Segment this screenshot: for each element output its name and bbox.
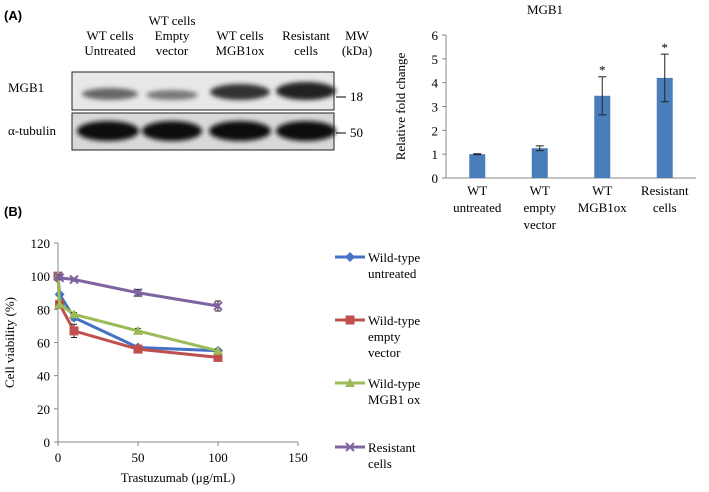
lane-label: Resistant cells	[282, 28, 330, 58]
x-tick-label: WT MGB1ox	[578, 183, 628, 215]
y-axis-label: Relative fold change	[393, 52, 408, 160]
annotation: *	[599, 63, 606, 78]
bar	[469, 154, 486, 178]
marker	[213, 301, 223, 311]
legend-label: Wild-type MGB1 ox	[368, 376, 421, 407]
y-tick-label: 0	[44, 435, 51, 450]
marker	[69, 326, 79, 336]
marker	[213, 345, 223, 355]
y-tick-label: 60	[37, 336, 50, 351]
x-tick-label: 0	[55, 450, 62, 465]
x-axis-label: Trastuzumab (μg/mL)	[121, 470, 235, 485]
bar	[656, 77, 673, 178]
x-tick-label: WT untreated	[453, 183, 502, 215]
blot-bands	[77, 82, 336, 141]
legend-label: Resistant cells	[368, 440, 416, 471]
marker	[54, 273, 65, 283]
legend-marker	[345, 252, 355, 262]
marker	[133, 288, 143, 298]
legend-marker	[345, 378, 355, 387]
y-tick-label: 4	[432, 76, 439, 91]
x-tick-label: 50	[132, 450, 145, 465]
marker	[133, 344, 143, 354]
marker	[69, 309, 79, 319]
legend-label: Wild-type empty vector	[368, 313, 420, 360]
y-tick-label: 3	[432, 100, 439, 115]
legend-marker	[345, 315, 355, 325]
series-line	[56, 276, 219, 353]
x-tick-label: Resistant cells	[641, 183, 689, 215]
marker	[69, 274, 79, 285]
annotation: *	[662, 40, 669, 55]
y-tick-label: 5	[432, 52, 439, 67]
x-tick-label: 100	[208, 450, 228, 465]
bar	[531, 148, 548, 178]
y-tick-label: 6	[432, 28, 439, 43]
y-tick-label: 80	[37, 302, 50, 317]
y-tick-label: 120	[31, 236, 51, 251]
x-tick-label: 150	[288, 450, 308, 465]
error-bar	[473, 153, 482, 156]
lane-label: WT cells MGB1ox	[215, 28, 265, 58]
mw-label: 18	[350, 89, 363, 104]
x-tick-label: WT empty vector	[524, 183, 557, 232]
marker	[213, 352, 223, 362]
lane-label: WT cells Untreated	[84, 28, 136, 58]
panel-label: (A)	[4, 8, 22, 23]
error-bar	[535, 145, 544, 152]
marker	[133, 325, 143, 335]
y-tick-label: 2	[432, 123, 439, 138]
error-bar	[660, 53, 669, 103]
y-tick-label: 20	[37, 402, 50, 417]
lane-label: WT cells Empty vector	[148, 13, 195, 58]
blot-row-label: MGB1	[8, 80, 44, 95]
error-bar	[598, 76, 607, 116]
legend-label: Wild-type untreated	[368, 250, 420, 281]
y-tick-label: 100	[31, 269, 51, 284]
series-line	[56, 276, 219, 353]
mw-label: 50	[350, 125, 363, 140]
chart-title: MGB1	[527, 2, 563, 17]
y-axis-label: Cell viability (%)	[2, 297, 17, 388]
marker	[54, 299, 65, 309]
mw-header: MW (kDa)	[342, 28, 372, 58]
y-tick-label: 1	[432, 147, 439, 162]
legend-marker	[345, 442, 355, 452]
panel-label: (B)	[4, 204, 22, 219]
y-tick-label: 40	[37, 369, 50, 384]
bar	[594, 95, 611, 178]
blot-row-label: α-tubulin	[8, 123, 56, 138]
y-tick-label: 0	[432, 171, 439, 186]
